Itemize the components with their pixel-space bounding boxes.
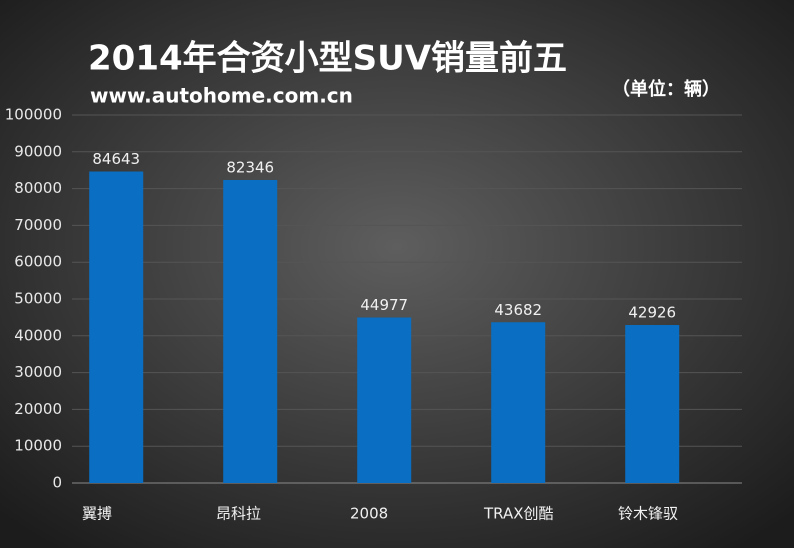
y-tick-label: 10000 xyxy=(14,437,62,455)
unit-note: （单位：辆） xyxy=(612,78,720,100)
bar xyxy=(223,179,278,483)
bar xyxy=(491,322,546,483)
value-label: 43682 xyxy=(494,301,542,319)
x-tick-label: 昂科拉 xyxy=(216,505,261,523)
value-label: 44977 xyxy=(360,296,408,314)
y-tick-label: 60000 xyxy=(14,253,62,271)
x-tick-label: TRAX创酷 xyxy=(483,505,554,523)
y-tick-label: 30000 xyxy=(14,363,62,381)
value-label: 82346 xyxy=(226,158,274,176)
y-tick-label: 0 xyxy=(52,474,62,492)
chart-subtitle: www.autohome.com.cn xyxy=(90,84,353,108)
bar xyxy=(357,317,412,483)
value-label: 42926 xyxy=(628,304,676,322)
x-tick-label: 翼搏 xyxy=(82,505,112,523)
bar xyxy=(89,171,144,483)
y-tick-label: 70000 xyxy=(14,216,62,234)
y-tick-label: 20000 xyxy=(14,400,62,418)
y-tick-label: 50000 xyxy=(14,290,62,308)
y-tick-label: 100000 xyxy=(5,106,62,124)
x-tick-label: 铃木锋驭 xyxy=(618,505,678,523)
y-tick-label: 90000 xyxy=(14,142,62,160)
x-tick-label: 2008 xyxy=(350,505,388,523)
bar xyxy=(625,325,680,483)
chart-title: 2014年合资小型SUV销量前五 xyxy=(88,39,567,79)
y-tick-label: 80000 xyxy=(14,179,62,197)
value-label: 84643 xyxy=(92,150,140,168)
y-tick-label: 40000 xyxy=(14,326,62,344)
